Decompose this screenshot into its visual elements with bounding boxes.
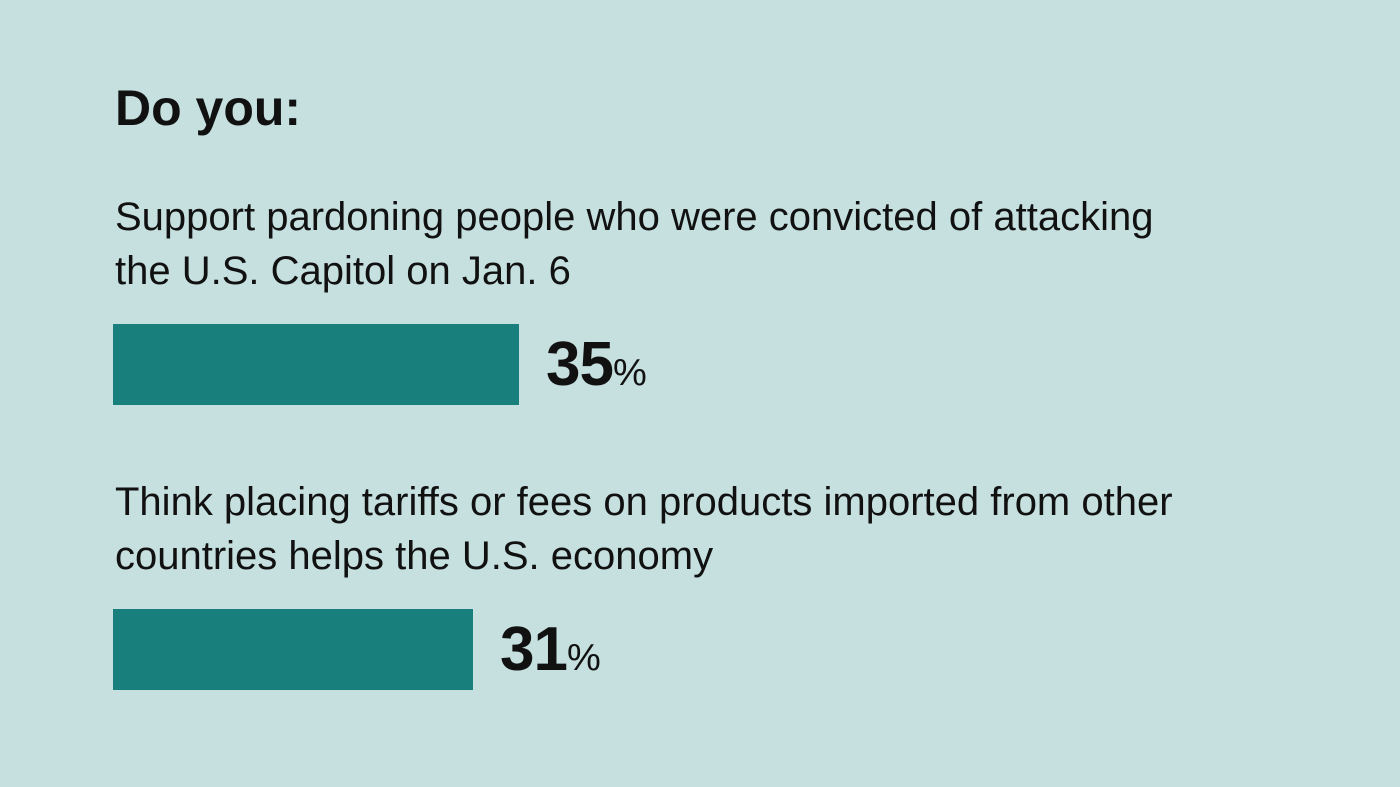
chart-title: Do you:	[115, 80, 302, 136]
data-label: 31%	[500, 609, 601, 690]
bar	[113, 324, 519, 405]
data-label: 35%	[546, 324, 647, 405]
category-label: Support pardoning people who were convic…	[115, 195, 1154, 293]
bar	[113, 609, 473, 690]
data-label-unit: %	[612, 352, 647, 394]
data-label-value: 35	[546, 330, 614, 399]
data-label-value: 31	[500, 615, 568, 684]
data-label-unit: %	[566, 637, 601, 679]
category-label: Think placing tariffs or fees on product…	[115, 480, 1173, 578]
